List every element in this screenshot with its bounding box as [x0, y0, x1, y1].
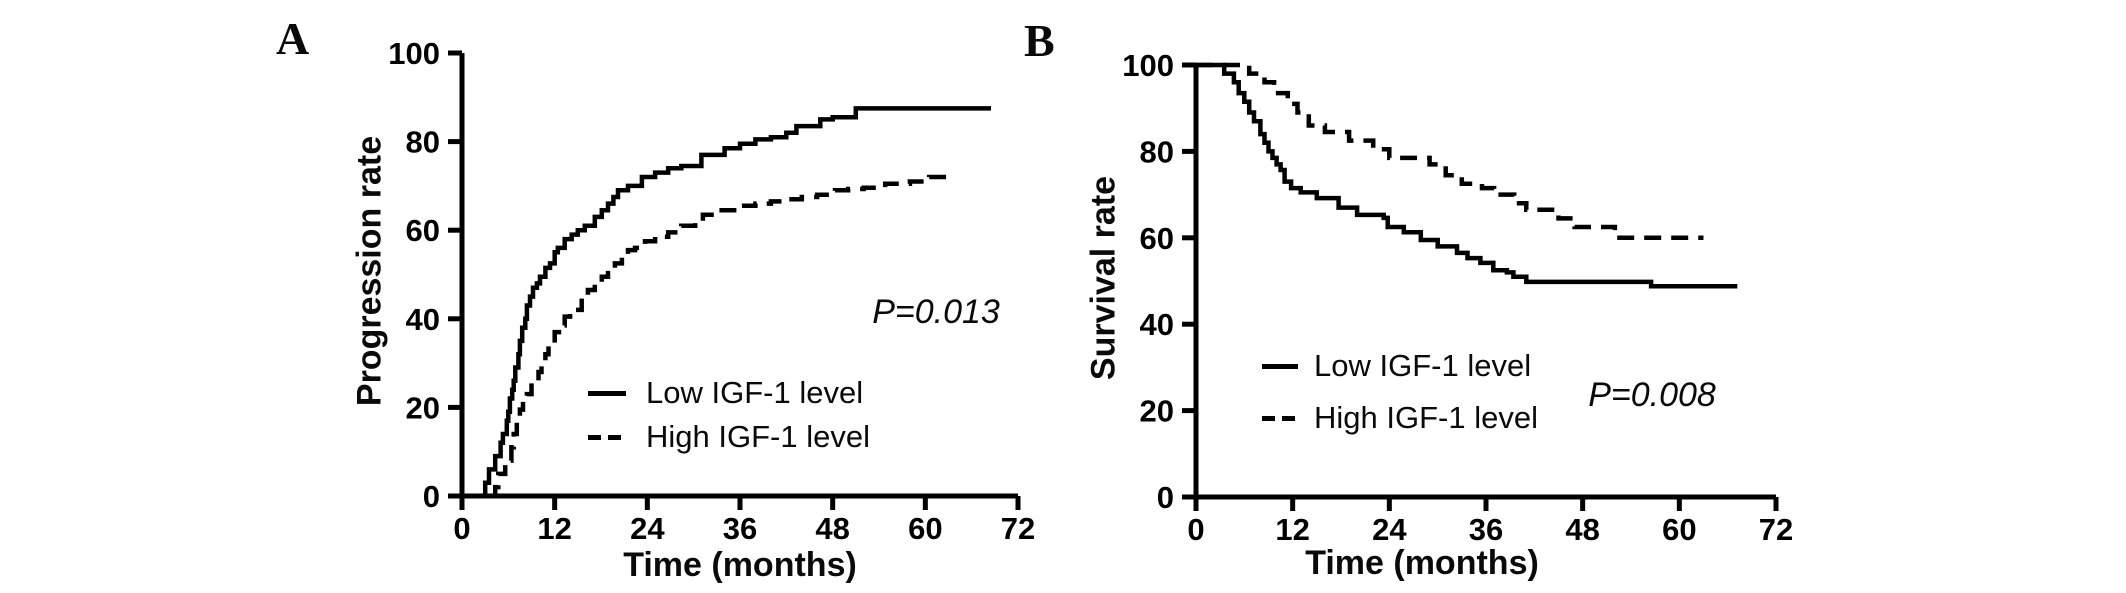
- x-tick-label: 24: [1372, 512, 1407, 547]
- series-curve-dashed: [492, 174, 954, 499]
- x-tick-label: 36: [723, 511, 757, 546]
- panel-b-label: B: [1024, 15, 1055, 66]
- legend-item-low-igf: Low IGF-1 level: [1262, 340, 1538, 392]
- y-tick-label: 60: [406, 213, 440, 248]
- y-tick-label: 40: [406, 302, 440, 337]
- x-tick-label: 24: [630, 511, 665, 546]
- y-tick-label: 20: [406, 390, 440, 425]
- x-tick-label: 48: [815, 511, 849, 546]
- x-tick-label: 60: [1662, 512, 1696, 547]
- panel-b-y-axis-title: Survival rate: [1084, 175, 1123, 381]
- y-tick-label: 0: [423, 479, 440, 514]
- x-tick-label: 48: [1565, 512, 1599, 547]
- legend-item-high-igf: High IGF-1 level: [588, 415, 870, 459]
- legend-label-low-igf: Low IGF-1 level: [646, 375, 864, 410]
- panel-b-legend: Low IGF-1 level High IGF-1 level: [1262, 340, 1538, 444]
- y-tick-label: 80: [1140, 134, 1174, 169]
- legend-label-high-igf: High IGF-1 level: [1314, 400, 1538, 435]
- panel-a-label: A: [276, 13, 310, 64]
- y-tick-label: 60: [1140, 221, 1174, 256]
- panel-a-x-axis-title: Time (months): [623, 546, 857, 584]
- dashed-line-key-icon: [588, 434, 626, 440]
- panel-b-p-value: P=0.008: [1588, 376, 1716, 414]
- legend-item-low-igf: Low IGF-1 level: [588, 371, 870, 415]
- panel-a-p-value: P=0.013: [872, 293, 1000, 331]
- x-tick-label: 72: [1001, 511, 1035, 546]
- series-curve-solid: [1196, 62, 1738, 289]
- panel-b-plot: 0 20 40 60 80 100 0 12 24 36 48 60 72: [1122, 48, 1793, 547]
- y-tick-label: 40: [1140, 307, 1174, 342]
- panel-a-legend: Low IGF-1 level High IGF-1 level: [588, 371, 870, 459]
- x-tick-label: 0: [1187, 512, 1204, 547]
- series-curve-dashed: [1196, 62, 1704, 241]
- panel-a-plot: 0 20 40 60 80 100 0 12 24 36 48 60 72: [388, 36, 1035, 546]
- x-tick-label: 36: [1469, 512, 1503, 547]
- panel-b-x-axis-title: Time (months): [1305, 544, 1539, 582]
- x-tick-label: 12: [537, 511, 571, 546]
- x-tick-label: 60: [908, 511, 942, 546]
- x-tick-label: 12: [1275, 512, 1309, 547]
- solid-line-key-icon: [1262, 363, 1298, 369]
- x-tick-label: 72: [1759, 512, 1793, 547]
- y-tick-label: 100: [1122, 48, 1174, 83]
- y-tick-label: 20: [1140, 394, 1174, 429]
- legend-item-high-igf: High IGF-1 level: [1262, 392, 1538, 444]
- panel-a-y-axis-title: Progression rate: [350, 135, 389, 407]
- y-tick-label: 100: [388, 36, 440, 71]
- dashed-line-key-icon: [1262, 415, 1298, 421]
- x-tick-label: 0: [453, 511, 470, 546]
- y-tick-label: 0: [1157, 480, 1174, 515]
- series-curve-solid: [479, 106, 991, 499]
- legend-label-high-igf: High IGF-1 level: [646, 419, 870, 454]
- solid-line-key-icon: [588, 390, 626, 396]
- legend-label-low-igf: Low IGF-1 level: [1314, 348, 1532, 383]
- y-tick-label: 80: [406, 125, 440, 160]
